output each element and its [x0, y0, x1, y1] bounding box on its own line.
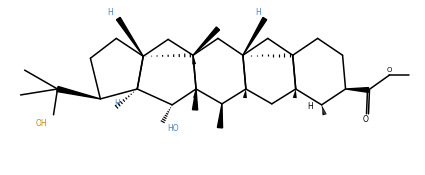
Polygon shape [218, 104, 223, 128]
Text: HO: HO [167, 124, 179, 133]
Polygon shape [193, 27, 220, 55]
Text: H: H [114, 99, 120, 108]
Polygon shape [243, 18, 267, 55]
Text: O: O [387, 67, 392, 73]
Polygon shape [57, 86, 100, 99]
Text: H: H [255, 8, 261, 17]
Text: H: H [108, 8, 113, 17]
Polygon shape [193, 89, 198, 110]
Polygon shape [346, 88, 368, 92]
Text: O: O [363, 115, 368, 124]
Text: H: H [307, 102, 312, 111]
Polygon shape [116, 17, 143, 56]
Text: OH: OH [36, 119, 47, 128]
